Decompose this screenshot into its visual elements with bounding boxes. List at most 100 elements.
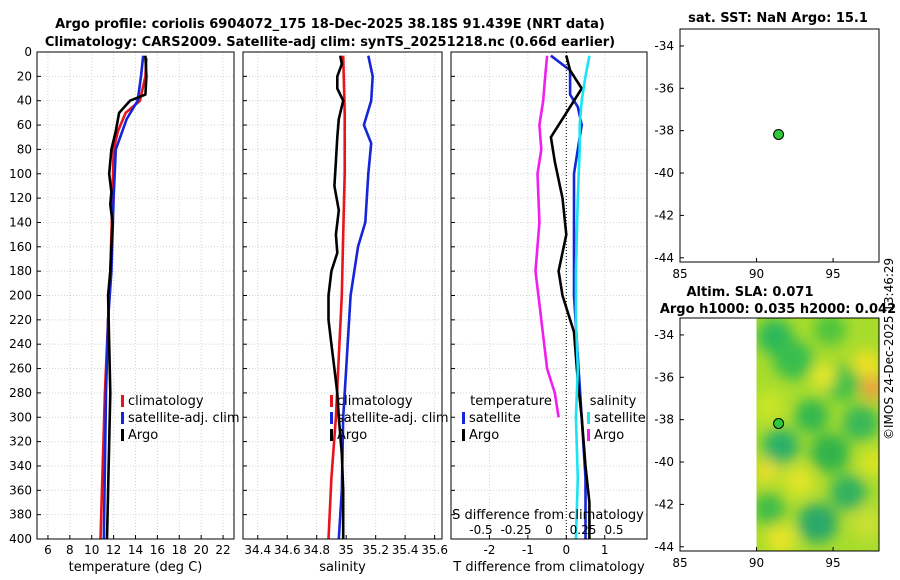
- temperature-panel: 0 20 40 60 80 100 120 140 160 180 200 220 240 260 280 3…: [9, 45, 240, 575]
- lat-tick-label: -44: [654, 251, 674, 265]
- x-tick-label: 35.4: [392, 543, 419, 557]
- legend-entry: satellite-adj. clim: [128, 411, 240, 426]
- sst-title: sat. SST: NaN Argo: 15.1: [688, 11, 868, 26]
- sla-anomaly-blob: [797, 503, 838, 544]
- x-tick-label: 22: [215, 543, 230, 557]
- x-axis-label: salinity: [319, 560, 366, 575]
- depth-tick-label: 360: [9, 483, 32, 497]
- depth-tick-label: 20: [17, 69, 32, 83]
- depth-tick-label: 180: [9, 264, 32, 278]
- depth-tick-label: 280: [9, 386, 32, 400]
- lat-tick-label: -34: [654, 39, 674, 53]
- legend-swatch: [587, 412, 590, 424]
- sla-anomaly-blob: [783, 465, 816, 498]
- depth-tick-label: 400: [9, 532, 32, 546]
- lat-tick-label: -40: [654, 166, 674, 180]
- sla-anomaly-blob: [842, 404, 879, 441]
- depth-tick-label: 60: [17, 118, 32, 132]
- legend-swatch: [330, 429, 333, 441]
- x-tick-label: 35.2: [362, 543, 389, 557]
- salinity-tick-label: 0: [545, 523, 553, 537]
- x-tick-label: 8: [66, 543, 74, 557]
- x-tick-label: 12: [106, 543, 121, 557]
- x-tick-label: 0: [562, 543, 570, 557]
- sla-anomaly-blob: [766, 524, 797, 551]
- legend-entry: Argo: [337, 428, 367, 443]
- lon-tick-label: 85: [672, 267, 687, 281]
- legend-swatch: [121, 395, 124, 407]
- series-line-temperature-argo: [549, 55, 591, 539]
- lat-tick-label: -36: [654, 81, 674, 95]
- x-tick-label: 1: [601, 543, 609, 557]
- depth-tick-label: 160: [9, 240, 32, 254]
- sla-anomaly-blob: [830, 474, 867, 511]
- depth-tick-label: 380: [9, 508, 32, 522]
- x-axis-label: temperature (deg C): [69, 560, 203, 575]
- axes-frame: [36, 51, 235, 540]
- legend-entry: satellite-adj. clim: [337, 411, 449, 426]
- series-line-argo: [327, 55, 345, 539]
- depth-tick-label: 0: [24, 45, 32, 59]
- sla-anomaly-blob: [756, 390, 785, 423]
- legend-entry: climatology: [337, 394, 413, 409]
- x-tick-label: -2: [483, 543, 495, 557]
- series-line-satellite-adj-clim: [337, 55, 374, 540]
- legend-swatch: [462, 412, 465, 424]
- series-line-salinity-argo: [534, 55, 560, 418]
- sst-map-panel: 85 90 95 -34 -36 -38 -40 -42 -44: [654, 28, 880, 281]
- legend-entry: Argo: [469, 428, 499, 443]
- sla-anomaly-blob: [756, 493, 785, 526]
- sla-anomaly-blob: [852, 350, 879, 379]
- depth-tick-label: 40: [17, 94, 32, 108]
- lat-tick-label: -38: [654, 124, 674, 138]
- lon-tick-label: 95: [825, 267, 840, 281]
- x-tick-label: 34.8: [303, 543, 330, 557]
- depth-tick-label: 120: [9, 191, 32, 205]
- x-tick-label: 14: [128, 543, 143, 557]
- x-tick-label: 35.6: [421, 543, 448, 557]
- x-tick-label: 35: [339, 543, 354, 557]
- sla-field: [756, 318, 879, 551]
- map-frame: [679, 28, 880, 263]
- salinity-tick-label: 0.5: [604, 523, 623, 537]
- depth-tick-label: 140: [9, 215, 32, 229]
- x-tick-label: 34.6: [274, 543, 301, 557]
- altimetry-subtitle: Argo h1000: 0.035 h2000: 0.042: [660, 302, 896, 317]
- depth-tick-label: 200: [9, 289, 32, 303]
- x-tick-label: 20: [194, 543, 209, 557]
- lat-tick-label: -44: [654, 540, 674, 554]
- legend-entry: Argo: [594, 428, 624, 443]
- sla-anomaly-blob: [811, 364, 836, 389]
- sla-anomaly-blob: [763, 428, 800, 465]
- sla-anomaly-blob: [794, 398, 829, 433]
- series-line-salinity-satellite: [574, 55, 591, 540]
- x-tick-label: 6: [44, 543, 52, 557]
- difference-panel: -2 -1 0 1 T difference from climatology tempe…: [450, 51, 648, 575]
- legend-swatch: [330, 395, 333, 407]
- timestamp: ©IMOS 24-Dec-2025 13:46:29: [882, 258, 896, 440]
- x-tick-label: 18: [172, 543, 187, 557]
- axes-frame: [450, 51, 648, 540]
- sla-anomaly-blob: [810, 433, 851, 474]
- depth-tick-label: 220: [9, 313, 32, 327]
- sla-map-panel: 85 90 95 -34 -36 -38 -40 -42 -44: [654, 317, 880, 570]
- depth-tick-label: 240: [9, 337, 32, 351]
- lat-tick-label: -42: [654, 497, 674, 511]
- sla-anomaly-blob: [850, 507, 879, 540]
- axes-frame: [242, 51, 443, 540]
- depth-tick-label: 100: [9, 167, 32, 181]
- lat-tick-label: -42: [654, 208, 674, 222]
- depth-tick-label: 80: [17, 142, 32, 156]
- map-frame: [679, 317, 880, 552]
- series-line-climatology: [327, 55, 346, 540]
- lon-tick-label: 90: [749, 556, 764, 570]
- depth-tick-label: 260: [9, 362, 32, 376]
- legend-entry: satellite: [594, 411, 646, 426]
- x-axis-label-salinity: S difference from climatology: [452, 508, 644, 523]
- lat-tick-label: -36: [654, 370, 674, 384]
- x-tick-label: -1: [522, 543, 534, 557]
- sla-anomaly-blob: [756, 459, 779, 484]
- lat-tick-label: -40: [654, 455, 674, 469]
- sla-anomaly-blob: [860, 375, 879, 400]
